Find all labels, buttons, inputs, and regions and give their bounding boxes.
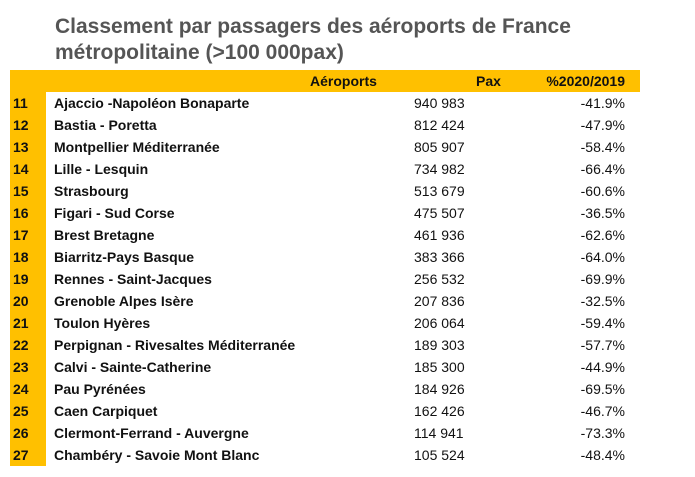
rank: 15 — [10, 180, 46, 202]
airport-name: Pau Pyrénées — [54, 381, 146, 397]
table-row: 24 Pau Pyrénées 184 926 -69.5% — [10, 378, 640, 400]
table-row: 16 Figari - Sud Corse 475 507 -36.5% — [10, 202, 640, 224]
rank: 13 — [10, 136, 46, 158]
rank: 19 — [10, 268, 46, 290]
rank: 26 — [10, 422, 46, 444]
rank: 12 — [10, 114, 46, 136]
airport-name: Ajaccio -Napoléon Bonaparte — [54, 95, 250, 111]
column-header: Aéroports — [310, 73, 377, 89]
rank: 20 — [10, 290, 46, 312]
column-header: %2020/2019 — [546, 73, 625, 89]
change-percent: -48.4% — [580, 447, 625, 463]
rank: 22 — [10, 334, 46, 356]
change-percent: -58.4% — [580, 139, 625, 155]
passengers: 461 936 — [414, 227, 465, 243]
passengers: 940 983 — [414, 95, 465, 111]
passengers: 207 836 — [414, 293, 465, 309]
table-row: 20 Grenoble Alpes Isère 207 836 -32.5% — [10, 290, 640, 312]
passengers: 189 303 — [414, 337, 465, 353]
passengers: 185 300 — [414, 359, 465, 375]
passengers: 383 366 — [414, 249, 465, 265]
passengers: 734 982 — [414, 161, 465, 177]
table-row: 13 Montpellier Méditerranée 805 907 -58.4% — [10, 136, 640, 158]
rank: 24 — [10, 378, 46, 400]
table-row: 19 Rennes - Saint-Jacques 256 532 -69.9% — [10, 268, 640, 290]
change-percent: -66.4% — [580, 161, 625, 177]
rank: 25 — [10, 400, 46, 422]
title: Classement par passagers des aéroports d… — [55, 15, 571, 64]
table: Aéroports Pax %2020/2019 11 Ajaccio -Napo… — [10, 70, 640, 466]
rank: 11 — [10, 92, 46, 114]
rank: 16 — [10, 202, 46, 224]
airport-name: Brest Bretagne — [54, 227, 155, 243]
table-row: 26 Clermont-Ferrand - Auvergne 114 941 -73.… — [10, 422, 640, 444]
table-row: 25 Caen Carpiquet 162 426 -46.7% — [10, 400, 640, 422]
change-percent: -64.0% — [580, 249, 625, 265]
passengers: 162 426 — [414, 403, 465, 419]
rank: 18 — [10, 246, 46, 268]
change-percent: -44.9% — [580, 359, 625, 375]
change-percent: -32.5% — [580, 293, 625, 309]
passengers: 805 907 — [414, 139, 465, 155]
change-percent: -47.9% — [580, 117, 625, 133]
header-row: Aéroports Pax %2020/2019 — [10, 70, 640, 92]
change-percent: -57.7% — [580, 337, 625, 353]
airport-name: Lille - Lesquin — [54, 161, 149, 177]
rank: 14 — [10, 158, 46, 180]
table-row: 23 Calvi - Sainte-Catherine 185 300 -44.9% — [10, 356, 640, 378]
passengers: 184 926 — [414, 381, 465, 397]
passengers: 105 524 — [414, 447, 465, 463]
rank: 23 — [10, 356, 46, 378]
passengers: 206 064 — [414, 315, 465, 331]
passengers: 812 424 — [414, 117, 465, 133]
airport-name: Biarritz-Pays Basque — [54, 249, 195, 265]
table-row: 18 Biarritz-Pays Basque 383 366 -64.0% — [10, 246, 640, 268]
table-row: 22 Perpignan - Rivesaltes Méditerranée 189… — [10, 334, 640, 356]
airport-name: Chambéry - Savoie Mont Blanc — [54, 447, 260, 463]
passengers: 475 507 — [414, 205, 465, 221]
change-percent: -69.9% — [580, 271, 625, 287]
change-percent: -62.6% — [580, 227, 625, 243]
passengers: 114 941 — [414, 425, 464, 441]
change-percent: -59.4% — [580, 315, 625, 331]
airport-name: Calvi - Sainte-Catherine — [54, 359, 212, 375]
airport-name: Clermont-Ferrand - Auvergne — [54, 425, 249, 441]
change-percent: -73.3% — [580, 425, 625, 441]
table-row: 11 Ajaccio -Napoléon Bonaparte 940 983 -41.… — [10, 92, 640, 114]
change-percent: -41.9% — [580, 95, 625, 111]
airport-name: Toulon Hyères — [54, 315, 151, 331]
change-percent: -60.6% — [580, 183, 625, 199]
airport-name: Rennes - Saint-Jacques — [54, 271, 212, 287]
rank: 21 — [10, 312, 46, 334]
column-header: Pax — [476, 73, 501, 89]
airport-name: Perpignan - Rivesaltes Méditerranée — [54, 337, 296, 353]
airport-name: Strasbourg — [54, 183, 129, 199]
airport-name: Grenoble Alpes Isère — [54, 293, 194, 309]
table-row: 14 Lille - Lesquin 734 982 -66.4% — [10, 158, 640, 180]
table-row: 15 Strasbourg 513 679 -60.6% — [10, 180, 640, 202]
rank: 27 — [10, 444, 46, 466]
airport-name: Figari - Sud Corse — [54, 205, 175, 221]
passengers: 513 679 — [414, 183, 465, 199]
table-row: 27 Chambéry - Savoie Mont Blanc 105 524 -48… — [10, 444, 640, 466]
rank: 17 — [10, 224, 46, 246]
airport-name: Bastia - Poretta — [54, 117, 157, 133]
table-row: 12 Bastia - Poretta 812 424 -47.9% — [10, 114, 640, 136]
passengers: 256 532 — [414, 271, 465, 287]
airport-name: Caen Carpiquet — [54, 403, 158, 419]
airport-name: Montpellier Méditerranée — [54, 139, 220, 155]
change-percent: -36.5% — [580, 205, 625, 221]
table-row: 21 Toulon Hyères 206 064 -59.4% — [10, 312, 640, 334]
change-percent: -46.7% — [580, 403, 625, 419]
table-row: 17 Brest Bretagne 461 936 -62.6% — [10, 224, 640, 246]
change-percent: -69.5% — [580, 381, 625, 397]
